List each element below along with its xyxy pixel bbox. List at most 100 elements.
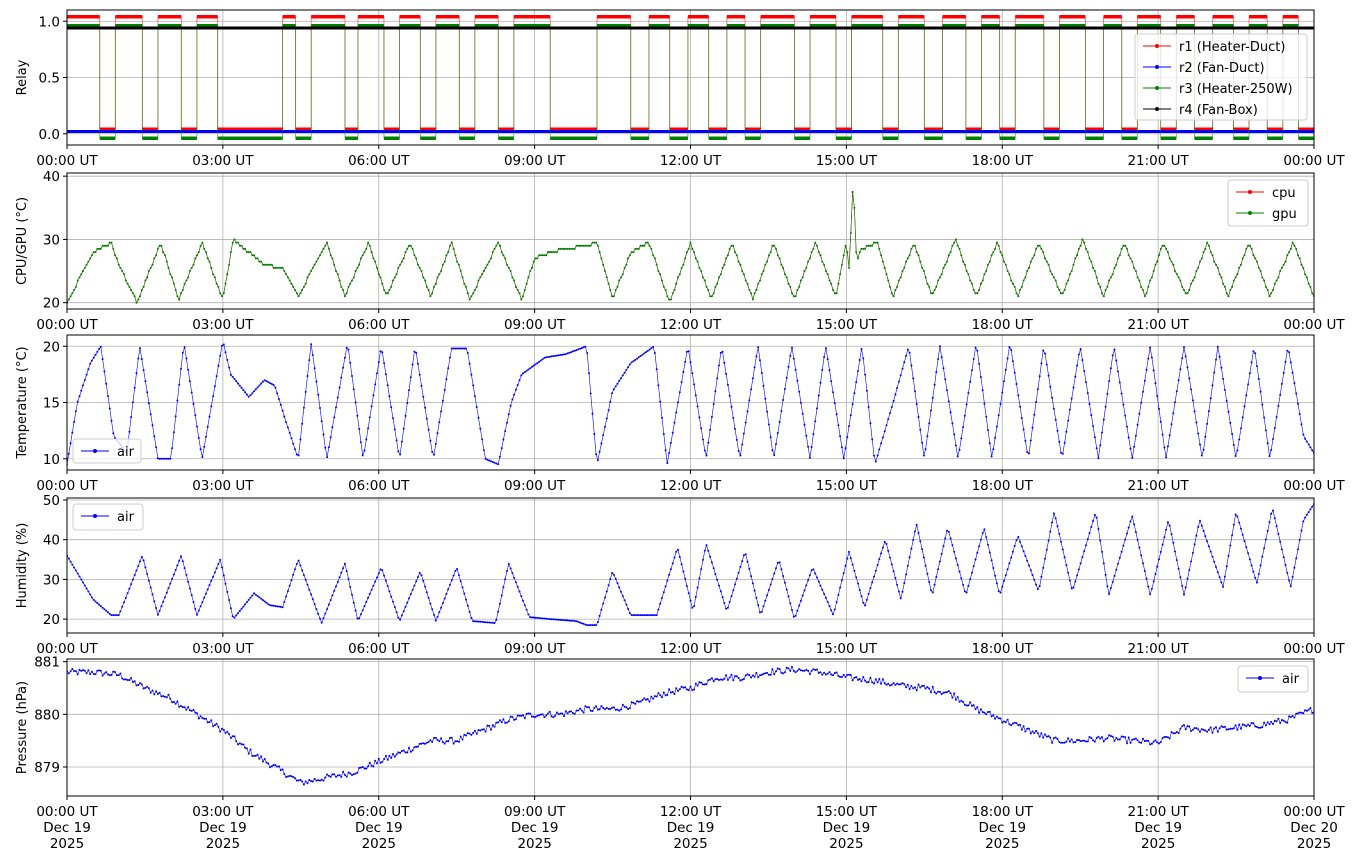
x-tick-label-line: Dec 19 <box>823 820 871 836</box>
x-tick-label: 21:00 UT <box>1127 153 1189 169</box>
x-tick-label-line: 00:00 UT <box>1283 804 1345 820</box>
x-tick-label: 03:00 UT Dec 19 2025 <box>192 804 254 852</box>
x-tick-label: 09:00 UT Dec 19 2025 <box>504 804 566 852</box>
x-tick-label-line: 2025 <box>673 836 707 852</box>
legend-label: gpu <box>1272 207 1297 222</box>
y-tick-label: 50 <box>43 493 60 509</box>
x-tick-label: 21:00 UT <box>1127 478 1189 494</box>
y-tick-label: 879 <box>34 760 60 776</box>
x-tick-label-line: 06:00 UT <box>348 804 410 820</box>
legend-entry: r1 (Heater-Duct) <box>1143 40 1285 55</box>
x-tick-label-line: 00:00 UT <box>1283 317 1345 333</box>
x-tick-label-line: 18:00 UT <box>972 478 1034 494</box>
x-tick-label: 09:00 UT <box>504 641 566 657</box>
x-tick-label-line: 2025 <box>362 836 396 852</box>
x-tick-label: 12:00 UT <box>660 153 722 169</box>
legend-entry: air <box>81 510 135 525</box>
x-tick-label-line: 21:00 UT <box>1127 641 1189 657</box>
legend-entry: air <box>81 445 135 460</box>
x-tick-label: 12:00 UT <box>660 641 722 657</box>
x-tick-label-line: 18:00 UT <box>972 804 1034 820</box>
series-r3 <box>67 24 1314 140</box>
chart-panel-2: 20 30 40 00:00 UT 03:00 UT 06:00 UT 09:00 UT 12… <box>15 169 1345 333</box>
legend-frame <box>1237 665 1309 693</box>
x-tick-label-line: 15:00 UT <box>816 641 878 657</box>
grid <box>66 10 1315 145</box>
x-tick-label-line: Dec 19 <box>43 820 91 836</box>
legend-marker <box>93 514 97 518</box>
x-tick-label-line: 15:00 UT <box>816 153 878 169</box>
x-tick-label-line: 00:00 UT <box>36 317 98 333</box>
series-markers <box>67 503 1314 627</box>
x-tick-label-line: 12:00 UT <box>660 153 722 169</box>
plot-area <box>67 665 1314 786</box>
legend-label: r4 (Fan-Box) <box>1179 103 1258 118</box>
x-tick-label-line: 2025 <box>829 836 863 852</box>
y-tick-label: 40 <box>43 533 60 549</box>
x-tick-label-line: 00:00 UT <box>1283 153 1345 169</box>
x-tick-label-line: 00:00 UT <box>36 478 98 494</box>
y-axis-label: Temperature (°C) <box>15 346 30 459</box>
x-tick-label-line: 2025 <box>206 836 240 852</box>
x-tick-label-line: 21:00 UT <box>1127 317 1189 333</box>
x-tick-label-line: 21:00 UT <box>1127 153 1189 169</box>
legend-entry: r3 (Heater-250W) <box>1143 82 1293 97</box>
x-tick-label-line: 2025 <box>985 836 1019 852</box>
grid <box>66 335 1315 470</box>
x-tick-label: 15:00 UT <box>816 478 878 494</box>
chart-panel-4: 20 30 40 50 00:00 UT 03:00 UT 06:00 UT 09:00 UT… <box>15 493 1345 657</box>
x-tick-label-line: 21:00 UT <box>1127 804 1189 820</box>
x-tick-label: 18:00 UT <box>972 478 1034 494</box>
x-tick-label-line: 21:00 UT <box>1127 478 1189 494</box>
x-tick-label-line: 18:00 UT <box>972 317 1034 333</box>
x-tick-label: 09:00 UT <box>504 317 566 333</box>
y-tick-label: 10 <box>43 452 60 468</box>
x-tick-label: 12:00 UT <box>660 478 722 494</box>
x-tick-label: 00:00 UT Dec 19 2025 <box>36 804 98 852</box>
x-tick-label-line: Dec 19 <box>355 820 403 836</box>
x-tick-label: 21:00 UT Dec 19 2025 <box>1127 804 1189 852</box>
legend-label: air <box>117 510 135 525</box>
x-tick-label-line: 00:00 UT <box>1283 641 1345 657</box>
legend: air <box>1237 665 1309 693</box>
legend-label: r2 (Fan-Duct) <box>1179 61 1265 76</box>
legend: r1 (Heater-Duct) r2 (Fan-Duct) r3 (Heater-… <box>1134 33 1308 121</box>
series-gpu <box>67 191 1314 304</box>
legend-label: r3 (Heater-250W) <box>1179 82 1293 97</box>
plot-area <box>67 343 1314 466</box>
y-tick-label: 20 <box>43 339 60 355</box>
x-tick-label: 03:00 UT <box>192 153 254 169</box>
x-tick-label-line: 03:00 UT <box>192 478 254 494</box>
plot-area <box>67 191 1314 304</box>
y-tick-label: 880 <box>34 707 60 723</box>
legend-label: air <box>1282 672 1300 687</box>
x-tick-label: 15:00 UT <box>816 641 878 657</box>
x-tick-label-line: 12:00 UT <box>660 804 722 820</box>
x-tick-label: 06:00 UT <box>348 317 410 333</box>
plot-area <box>67 15 1314 140</box>
y-tick-label: 20 <box>43 612 60 628</box>
x-tick-label-line: 15:00 UT <box>816 804 878 820</box>
x-tick-label-line: 06:00 UT <box>348 641 410 657</box>
x-tick-label-line: 03:00 UT <box>192 317 254 333</box>
x-tick-label: 06:00 UT <box>348 153 410 169</box>
legend-frame <box>1134 33 1308 121</box>
x-tick-label-line: 00:00 UT <box>36 153 98 169</box>
legend-label: cpu <box>1272 186 1296 201</box>
legend-marker <box>1155 86 1159 90</box>
x-tick-label: 21:00 UT <box>1127 317 1189 333</box>
x-tick-label-line: 2025 <box>1141 836 1175 852</box>
x-tick-label-line: Dec 19 <box>199 820 247 836</box>
x-tick-label: 00:00 UT <box>36 478 98 494</box>
x-tick-label: 00:00 UT <box>1283 153 1345 169</box>
x-tick-label-line: 2025 <box>1297 836 1331 852</box>
legend-marker <box>1155 65 1159 69</box>
x-tick-label-line: 09:00 UT <box>504 804 566 820</box>
x-tick-label-line: Dec 19 <box>1134 820 1182 836</box>
x-tick-label-line: 12:00 UT <box>660 317 722 333</box>
x-tick-label: 03:00 UT <box>192 317 254 333</box>
series-markers <box>67 191 1303 304</box>
x-tick-label-line: 00:00 UT <box>36 641 98 657</box>
legend-frame <box>72 503 144 531</box>
legend-entry: r4 (Fan-Box) <box>1143 103 1258 118</box>
